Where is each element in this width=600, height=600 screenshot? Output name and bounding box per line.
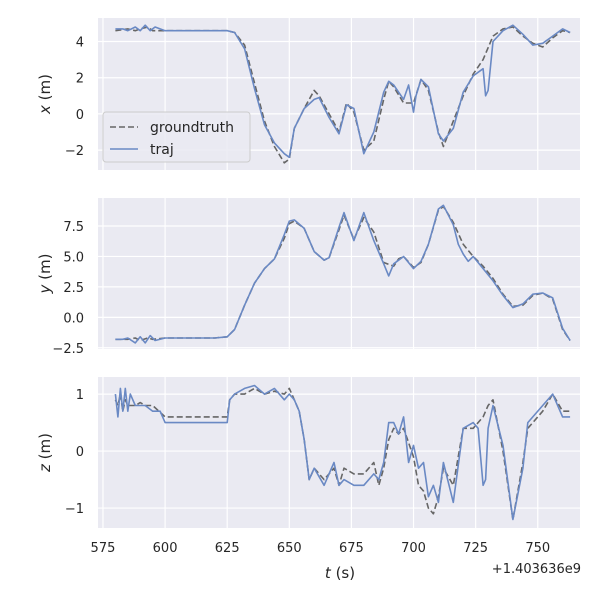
- series-line-groundtruth: [114, 387, 571, 521]
- series-line-traj: [115, 204, 571, 344]
- x-tick-label: 600: [153, 541, 178, 556]
- legend-box: [102, 111, 251, 163]
- y-tick-label: 5.0: [63, 250, 84, 265]
- panels-root: −2 0 2 4 x (m) groundtruth traj −2.5 0.0 2.5 5.0 7.…: [36, 18, 580, 556]
- y-tick-label: 4: [76, 36, 84, 51]
- x-axis-label: t (s): [325, 564, 355, 582]
- series-line-traj: [115, 24, 571, 159]
- panel-1: −2.5 0.0 2.5 5.0 7.5 y (m): [36, 198, 580, 357]
- y-tick-label: 0: [76, 445, 84, 460]
- legend-label-groundtruth: groundtruth: [150, 120, 234, 136]
- panel-0: −2 0 2 4 x (m) groundtruth traj: [36, 18, 580, 170]
- y-axis-label: z (m): [36, 433, 54, 473]
- panel-2: −1 0 1 z (m) 575 600 625 650 675 700 725 750: [36, 377, 580, 556]
- x-tick-label: 675: [339, 541, 364, 556]
- y-tick-label: 2.5: [63, 281, 84, 296]
- y-tick-label: 7.5: [63, 220, 84, 235]
- legend: groundtruth traj: [102, 111, 251, 163]
- x-tick-label: 700: [401, 541, 426, 556]
- x-tick-label: 650: [277, 541, 302, 556]
- y-axis-label: x (m): [36, 74, 54, 115]
- series-line-traj: [114, 384, 571, 521]
- y-axis-label: y (m): [36, 254, 54, 295]
- y-tick-label: 0.0: [63, 311, 84, 326]
- y-tick-label: 2: [76, 72, 84, 87]
- y-tick-label: −2: [65, 144, 84, 159]
- plot-area-2: [98, 377, 580, 528]
- y-tick-label: 1: [76, 388, 84, 403]
- x-tick-label: 575: [91, 541, 116, 556]
- y-tick-label: −2.5: [52, 342, 84, 357]
- x-tick-label: 625: [215, 541, 240, 556]
- x-axis-offset-label: +1.403636e9: [492, 562, 581, 577]
- legend-label-traj: traj: [150, 142, 174, 158]
- y-tick-label: −1: [65, 502, 84, 517]
- y-tick-label: 0: [76, 108, 84, 123]
- plot-area-1: [98, 198, 580, 349]
- x-tick-label: 750: [525, 541, 550, 556]
- x-tick-label: 725: [463, 541, 488, 556]
